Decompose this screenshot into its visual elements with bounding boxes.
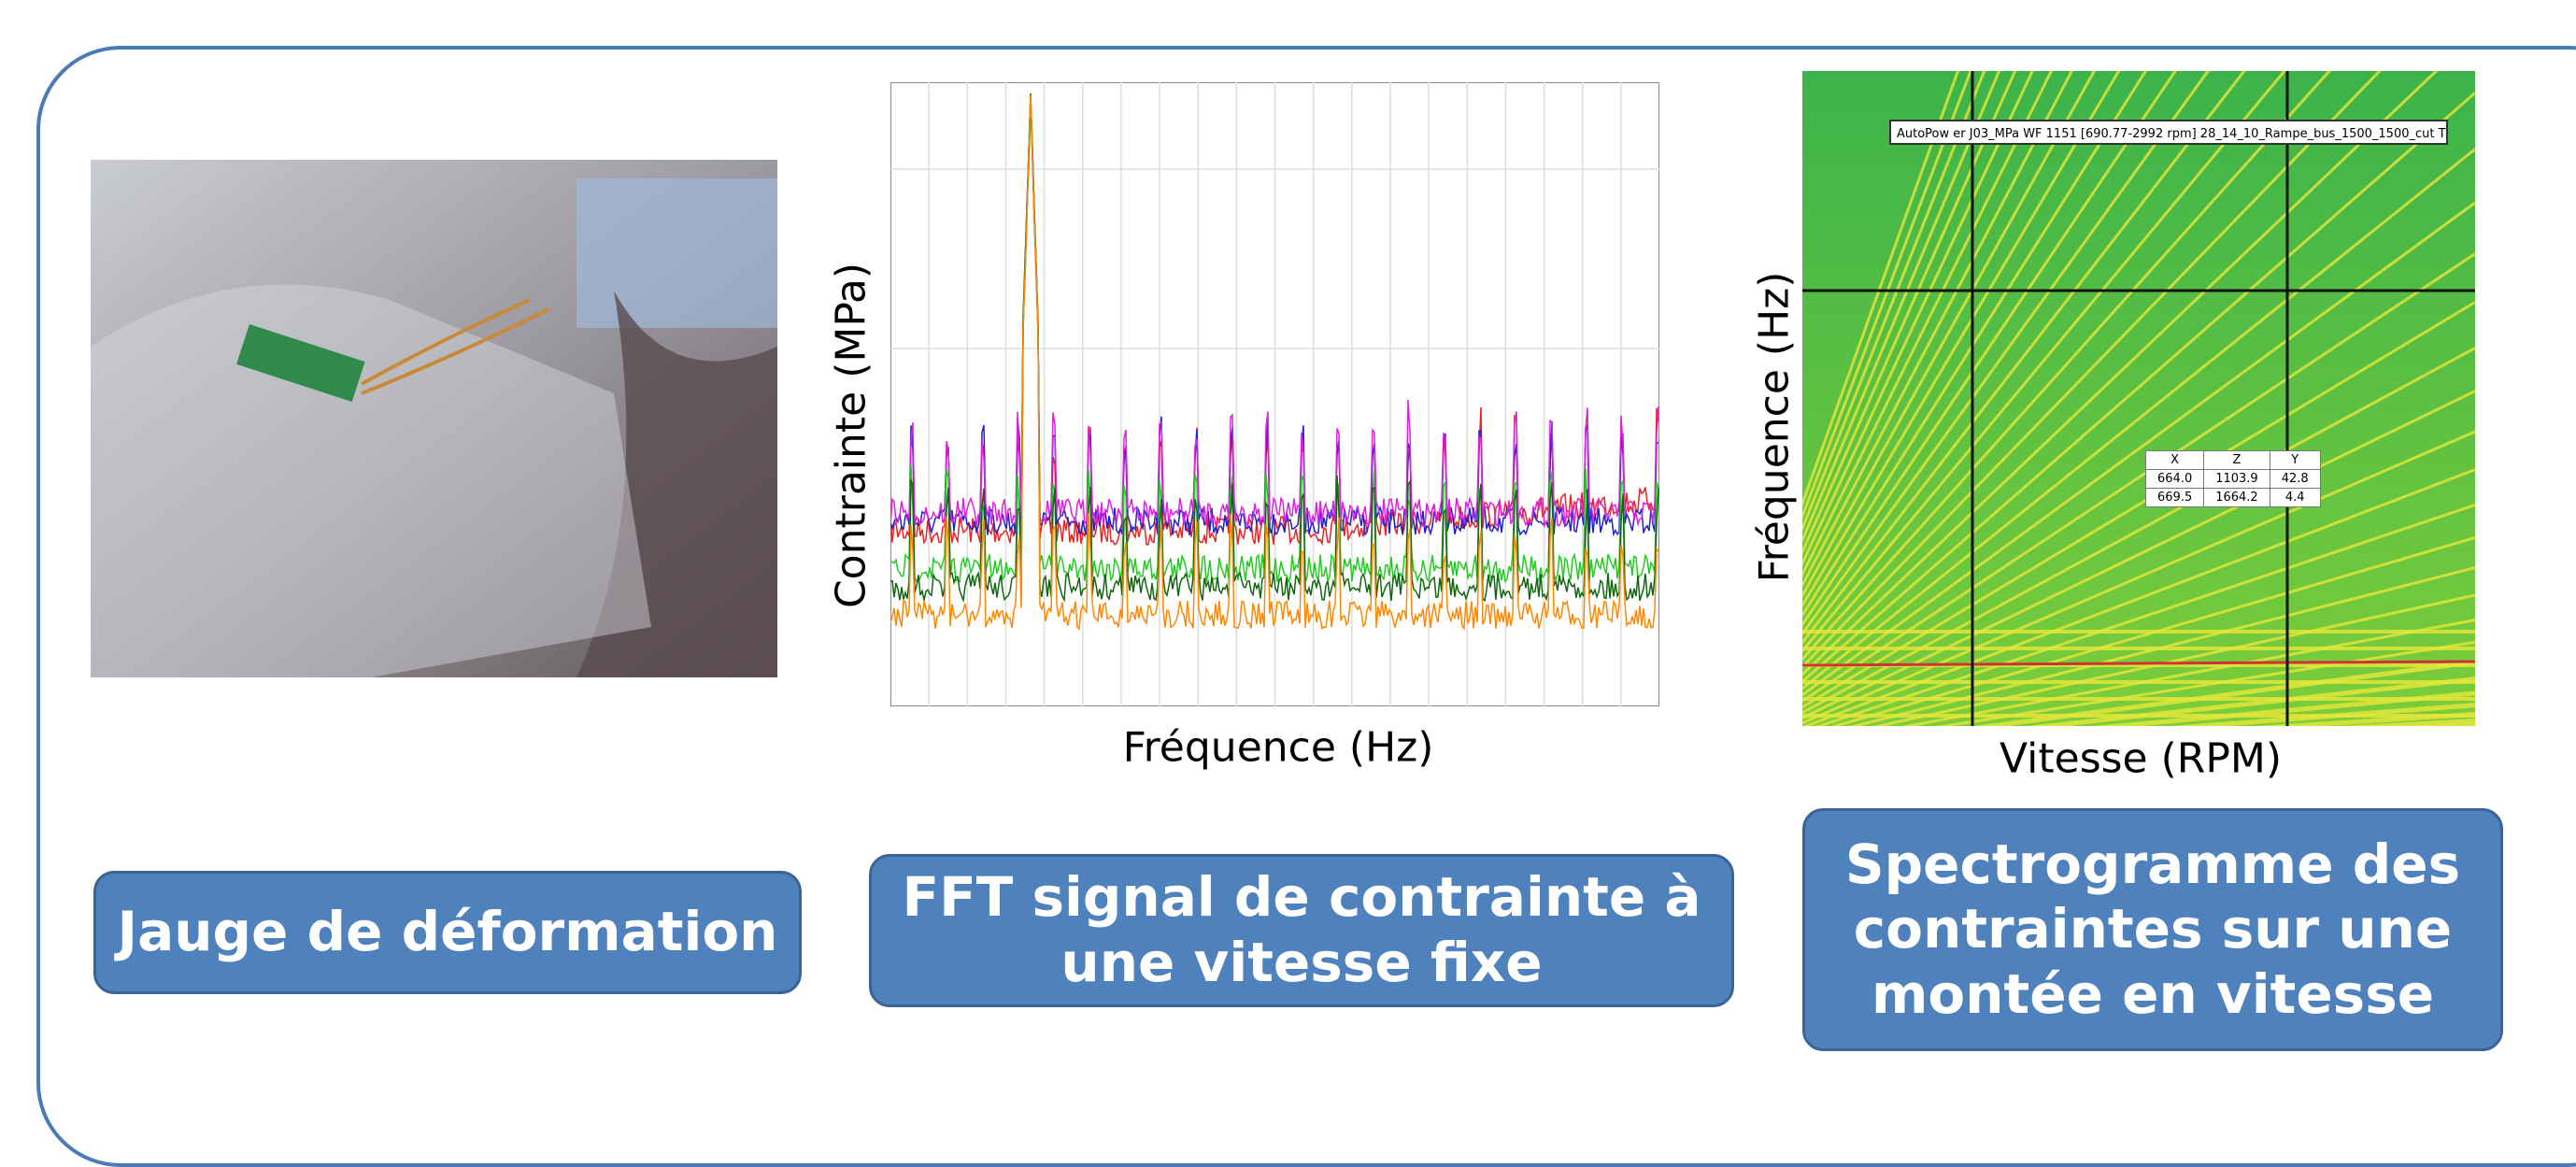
- slide: Contrainte (MPa) Fréquence (Hz) Fréquenc…: [0, 0, 2576, 1060]
- table-cell: 664.0: [2146, 470, 2204, 489]
- table-cell: 1103.9: [2204, 470, 2270, 489]
- table-cell: Y: [2270, 451, 2320, 470]
- table-cell: X: [2146, 451, 2204, 470]
- table-cell: Z: [2204, 451, 2270, 470]
- fft-plot: [890, 82, 1659, 706]
- spectrogram-plot: [1802, 71, 2475, 726]
- spectrogram-header: AutoPow er J03_MPa WF 1151 [690.77-2992 …: [1889, 120, 2448, 145]
- caption: Jauge de déformation: [93, 871, 802, 994]
- spectrogram-y-label: Fréquence (Hz): [1751, 272, 1799, 583]
- fft-y-label: Contrainte (MPa): [828, 263, 875, 608]
- caption: Spectrogramme des contraintes sur une mo…: [1802, 808, 2503, 1051]
- table-cell: 1664.2: [2204, 489, 2270, 507]
- fft-x-label: Fréquence (Hz): [1123, 724, 1434, 772]
- caption: FFT signal de contrainte à une vitesse f…: [869, 854, 1734, 1007]
- table-cell: 42.8: [2270, 470, 2320, 489]
- table-cell: 4.4: [2270, 489, 2320, 507]
- spectrogram-x-label: Vitesse (RPM): [2000, 735, 2282, 783]
- table-cell: 669.5: [2146, 489, 2204, 507]
- strain-gauge-photo: [91, 160, 777, 677]
